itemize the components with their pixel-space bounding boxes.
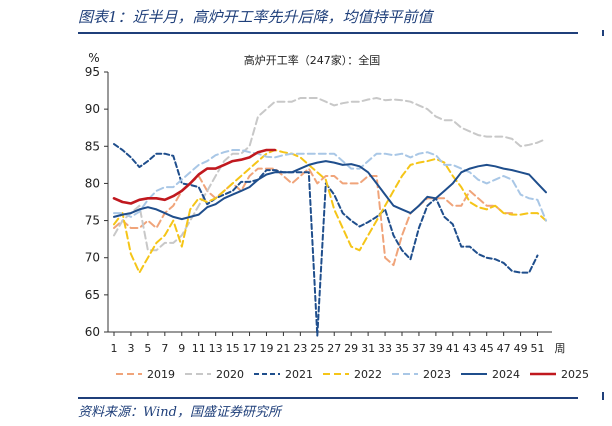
series-line-2024 <box>113 160 547 221</box>
x-tick-label: 1 <box>111 342 118 355</box>
source-rule <box>78 397 578 399</box>
chart-title: 高炉开工率（247家）：全国 <box>244 53 381 67</box>
x-axis-unit: 周 <box>555 342 566 355</box>
x-tick-label: 21 <box>276 342 290 355</box>
series-line-2025 <box>112 148 277 205</box>
x-tick-label: 51 <box>531 342 545 355</box>
legend-label-2019: 2019 <box>147 368 175 381</box>
y-tick-label: 75 <box>85 214 100 228</box>
series-line-2022 <box>113 149 547 274</box>
y-tick-label: 70 <box>85 251 100 265</box>
series-line-2019 <box>113 167 514 267</box>
legend-label-2021: 2021 <box>285 368 313 381</box>
x-tick-label: 15 <box>226 342 240 355</box>
y-tick-label: 90 <box>85 102 100 116</box>
series-line-2021 <box>113 143 539 337</box>
x-tick-label: 11 <box>192 342 206 355</box>
legend-label-2025: 2025 <box>561 368 589 381</box>
x-tick-label: 35 <box>395 342 409 355</box>
x-tick-label: 37 <box>412 342 426 355</box>
series-line-2020 <box>113 97 547 252</box>
figure-title: 图表1：近半月，高炉开工率先升后降，均值持平前值 <box>78 8 433 26</box>
x-tick-label: 49 <box>514 342 528 355</box>
side-rule-top <box>602 30 604 36</box>
x-tick-label: 23 <box>293 342 307 355</box>
legend-label-2020: 2020 <box>216 368 244 381</box>
x-tick-label: 41 <box>446 342 460 355</box>
title-rule <box>78 32 578 34</box>
x-tick-label: 19 <box>259 342 273 355</box>
x-tick-label: 31 <box>361 342 375 355</box>
y-tick-label: 80 <box>85 176 100 190</box>
y-tick-label: 60 <box>85 325 100 339</box>
x-tick-label: 33 <box>378 342 392 355</box>
x-tick-label: 39 <box>429 342 443 355</box>
x-tick-label: 13 <box>209 342 223 355</box>
x-tick-label: 9 <box>178 342 185 355</box>
series-line-2023 <box>113 149 547 222</box>
legend-label-2022: 2022 <box>354 368 382 381</box>
y-tick-label: 85 <box>85 139 100 153</box>
x-tick-label: 7 <box>161 342 168 355</box>
y-axis-unit: % <box>88 51 99 65</box>
source-note: 资料来源：Wind，国盛证券研究所 <box>78 405 281 420</box>
x-tick-label: 45 <box>480 342 494 355</box>
x-tick-label: 47 <box>497 342 511 355</box>
x-tick-label: 43 <box>463 342 477 355</box>
legend-label-2023: 2023 <box>423 368 451 381</box>
side-rule-bottom <box>602 392 604 400</box>
x-tick-label: 29 <box>344 342 358 355</box>
x-tick-label: 5 <box>144 342 151 355</box>
x-tick-label: 25 <box>310 342 324 355</box>
x-tick-label: 17 <box>243 342 257 355</box>
y-tick-label: 65 <box>85 288 100 302</box>
legend-label-2024: 2024 <box>492 368 520 381</box>
x-tick-label: 27 <box>327 342 341 355</box>
y-tick-label: 95 <box>85 65 100 79</box>
x-tick-label: 3 <box>127 342 134 355</box>
